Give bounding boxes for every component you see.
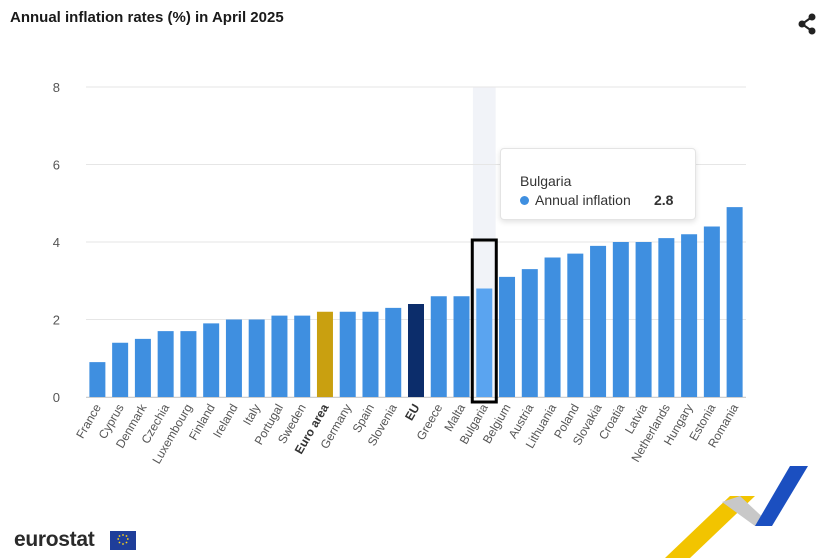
x-tick-label: EU: [402, 402, 422, 423]
y-tick-label: 2: [53, 313, 60, 328]
bar-slovenia[interactable]: [385, 307, 402, 397]
bar-croatia[interactable]: [612, 242, 629, 397]
x-tick-label: Italy: [240, 402, 263, 428]
bar-finland[interactable]: [203, 323, 220, 397]
chevron-decoration-icon: [665, 466, 808, 558]
bar-euro-area[interactable]: [316, 311, 333, 397]
bar-spain[interactable]: [362, 311, 379, 397]
bar-bulgaria[interactable]: [476, 288, 493, 398]
bar-luxembourg[interactable]: [180, 331, 197, 397]
bar-hungary[interactable]: [681, 234, 698, 397]
bar-poland[interactable]: [567, 253, 584, 397]
tooltip-series-dot: [520, 196, 529, 205]
y-tick-label: 4: [53, 235, 60, 250]
bar-romania[interactable]: [726, 207, 743, 397]
tooltip-series-label: Annual inflation: [535, 192, 631, 208]
bar-malta[interactable]: [453, 296, 470, 397]
tooltip-title: Bulgaria: [520, 173, 572, 189]
chart-title: Annual inflation rates (%) in April 2025: [10, 9, 284, 26]
bar-cyprus[interactable]: [112, 342, 129, 397]
bar-ireland[interactable]: [225, 319, 242, 398]
bar-austria[interactable]: [521, 269, 538, 397]
bar-belgium[interactable]: [499, 276, 516, 397]
bar-lithuania[interactable]: [544, 257, 561, 398]
bar-eu[interactable]: [408, 304, 424, 397]
bar-netherlands[interactable]: [658, 238, 675, 397]
bar-latvia[interactable]: [635, 242, 652, 397]
tooltip-value: 2.8: [654, 192, 674, 208]
y-tick-label: 6: [53, 158, 60, 173]
eu-flag-icon: [110, 531, 136, 550]
share-icon[interactable]: [796, 12, 816, 36]
bar-sweden[interactable]: [294, 315, 311, 397]
y-tick-label: 8: [53, 80, 60, 95]
selection-box: [470, 238, 498, 404]
y-tick-label: 0: [53, 390, 60, 405]
bar-greece[interactable]: [430, 296, 447, 397]
bar-france[interactable]: [89, 362, 106, 397]
bar-czechia[interactable]: [157, 331, 174, 397]
bar-slovakia[interactable]: [590, 245, 607, 397]
tooltip: Bulgaria Annual inflation 2.8: [500, 148, 696, 220]
bar-denmark[interactable]: [134, 338, 151, 397]
eurostat-logo: eurostat: [14, 528, 95, 551]
bar-estonia[interactable]: [703, 226, 720, 398]
bar-portugal[interactable]: [271, 315, 288, 397]
bar-germany[interactable]: [339, 311, 356, 397]
bar-italy[interactable]: [248, 319, 265, 398]
